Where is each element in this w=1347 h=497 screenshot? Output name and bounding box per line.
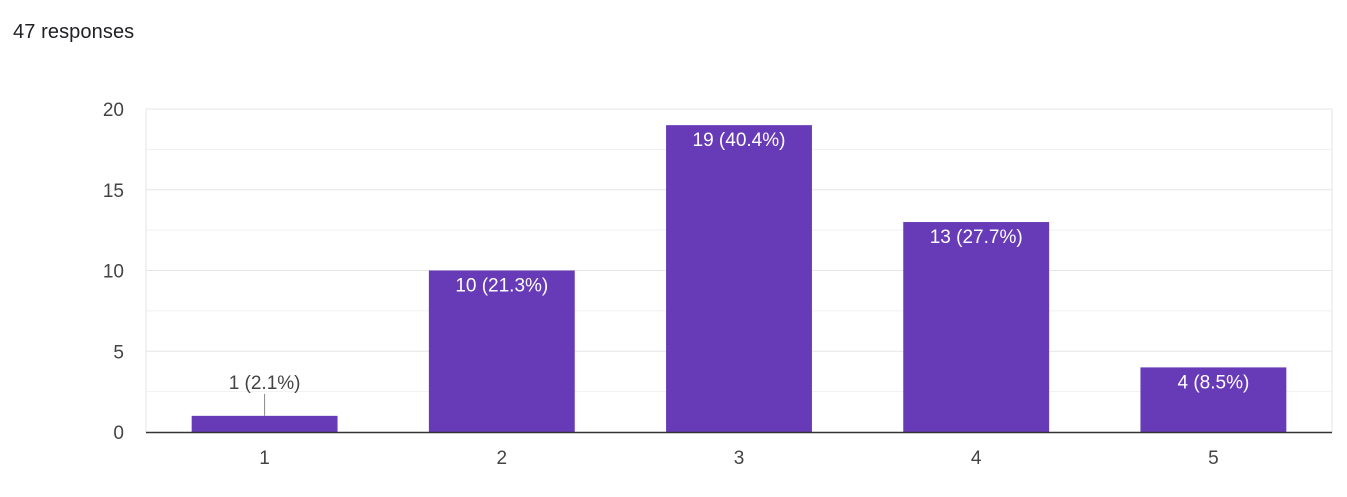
bar-data-label: 4 (8.5%)	[1177, 372, 1249, 393]
bar-layer: 1 (2.1%) 10 (21.3%) 19 (40.4%) 13 (27.7%) 4 …	[191, 125, 1287, 433]
bar	[666, 125, 812, 433]
y-tick-label: 5	[113, 342, 124, 363]
bar	[428, 270, 575, 432]
x-tick-label: 4	[971, 448, 982, 469]
bar	[1140, 367, 1287, 432]
x-tick-label: 5	[1208, 448, 1219, 469]
x-tick-label: 2	[497, 448, 508, 469]
bar-data-label: 13 (27.7%)	[930, 227, 1023, 248]
y-tick-label: 10	[103, 262, 124, 283]
bar-data-label: 1 (2.1%)	[229, 373, 301, 394]
x-tick-label: 3	[734, 448, 745, 469]
bar-data-label: 10 (21.3%)	[455, 276, 548, 297]
bar-data-label: 19 (40.4%)	[693, 130, 786, 151]
bar	[191, 415, 338, 432]
y-axis-ticks: 0 5 10 15 20	[103, 100, 124, 444]
x-tick-label: 1	[259, 448, 270, 469]
y-tick-label: 20	[103, 100, 124, 121]
bar	[903, 222, 1050, 432]
x-axis-ticks: 1 2 3 4 5	[259, 448, 1218, 469]
response-count: 47 responses	[13, 21, 135, 43]
y-tick-label: 0	[113, 423, 124, 444]
y-tick-label: 15	[103, 181, 124, 202]
